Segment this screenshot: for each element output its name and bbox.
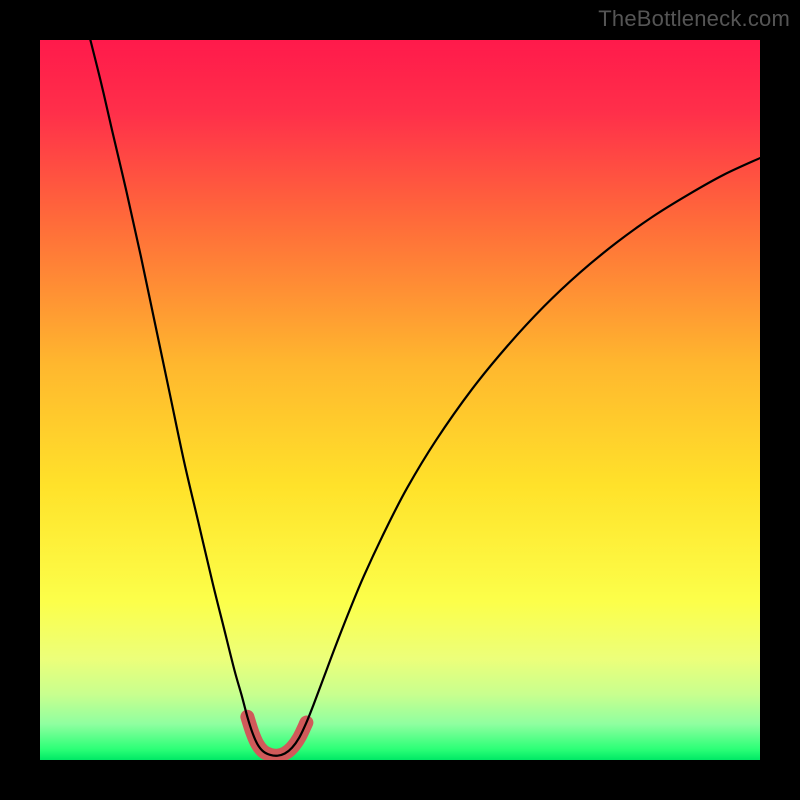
chart-svg [40, 40, 760, 760]
gradient-background [40, 40, 760, 760]
watermark: TheBottleneck.com [598, 6, 790, 32]
plot-area [40, 40, 760, 760]
